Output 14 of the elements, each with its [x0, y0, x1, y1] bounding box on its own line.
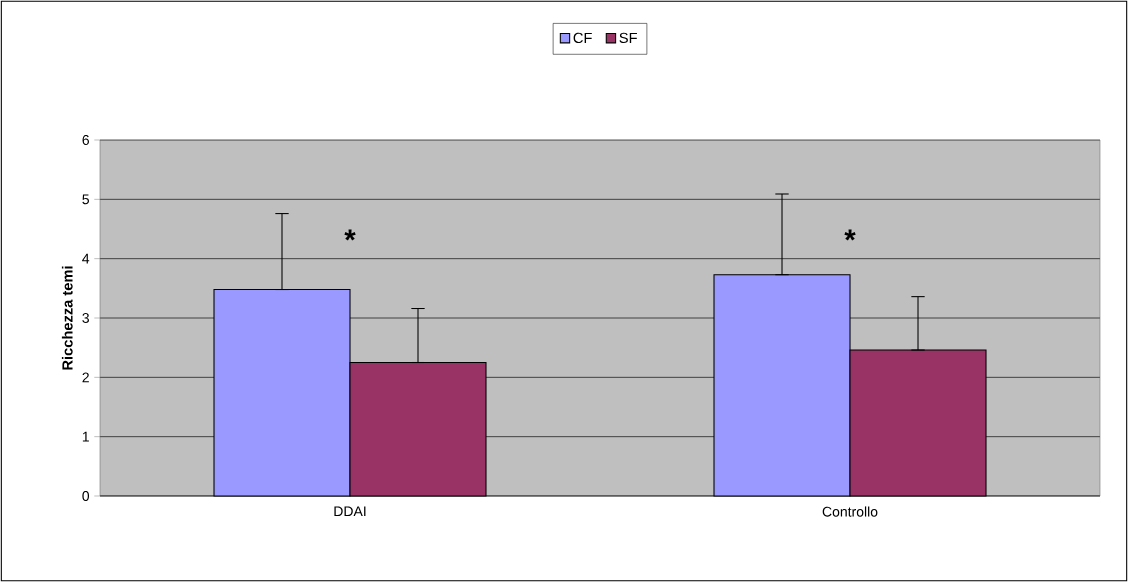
y-tick-label: 1	[82, 431, 89, 442]
legend-label: SF	[619, 32, 637, 44]
y-tick-label: 4	[82, 253, 90, 264]
y-axis-title: Ricchezza temi	[61, 266, 73, 370]
legend-label: CF	[573, 32, 592, 44]
annotation: *	[344, 229, 356, 241]
x-tick-label: Controllo	[822, 506, 878, 517]
annotation: *	[844, 229, 856, 241]
y-tick-label: 5	[82, 194, 90, 205]
y-tick-label: 2	[82, 372, 89, 383]
x-tick-label: DDAI	[334, 506, 366, 517]
y-tick-label: 0	[82, 491, 90, 501]
y-tick-label: 3	[82, 313, 89, 323]
y-tick-label: 6	[82, 135, 89, 145]
